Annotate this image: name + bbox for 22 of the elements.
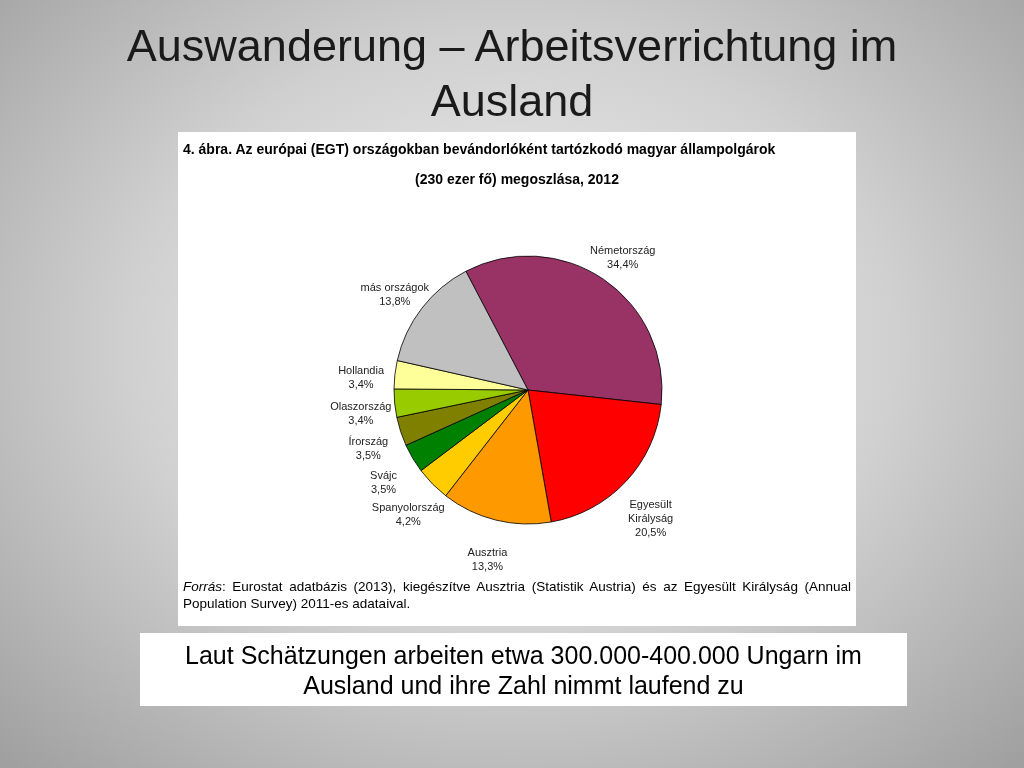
slice-label: Ausztria — [467, 546, 509, 559]
slice-label: más országok — [360, 280, 430, 293]
slice-label: Írország — [348, 435, 389, 448]
text: Forrás: Eurostat adatbázis (2013), kiegészítve Ausztria (Statistik Austria) és az Egyesült Királyság (Annual Population Survey) 2011-es adataival. — [183, 578, 851, 612]
data-label: 13,8% — [379, 294, 411, 307]
data-label: 3,5% — [355, 449, 382, 462]
slice-label: Olaszország — [330, 399, 392, 412]
chart-subtitle: 4. ábra. Az európai (EGT) országokban bevándorlóként tartózkodó magyar állampolgárok (230 ezer fő) megoszlása, 2012 — [183, 140, 777, 189]
data-label: 3,5% — [370, 482, 397, 495]
data-label: 20,5% — [635, 525, 667, 538]
slice-label: Németország — [589, 244, 656, 257]
slice-label: Svájc — [370, 468, 398, 481]
chart-title: Auswanderung – Arbeitsverrichtung im Ausland — [125, 19, 899, 128]
slice-label: Egyesült Királyság — [628, 497, 674, 524]
data-label: 3,4% — [348, 413, 374, 426]
data-label: 34,4% — [607, 258, 639, 271]
data-label: 13,3% — [471, 560, 504, 573]
data-label: 3,4% — [348, 377, 374, 390]
slice-label: Hollandia — [338, 363, 385, 376]
data-label: 4,2% — [395, 514, 421, 527]
text: Laut Schätzungen arbeiten etwa 300.000-400.000 Ungarn im Ausland und ihre Zahl nimmt laufend zu — [184, 640, 863, 700]
slice-label: Spanyolország — [371, 500, 445, 513]
